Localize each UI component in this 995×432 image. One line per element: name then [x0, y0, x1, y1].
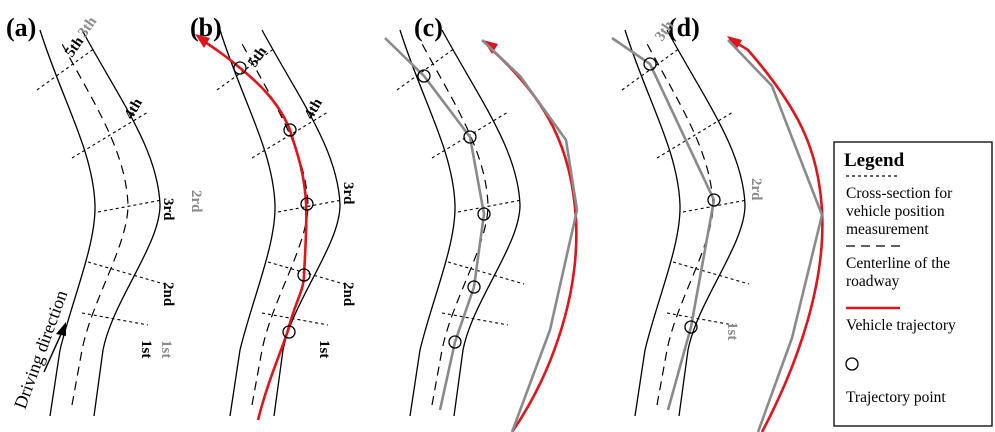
section-label-2nd: 2nd	[160, 282, 176, 307]
section-label-1st: 1st	[316, 340, 332, 358]
measured-trajectory-polyline	[384, 37, 486, 411]
legend-item-vehicle-trajectory: Vehicle trajectory	[846, 317, 956, 334]
trajectory-point	[417, 69, 431, 83]
driving-direction-arrow-icon	[56, 322, 66, 336]
section-label-3rd: 3rd	[340, 182, 356, 205]
section-label-1st: 1st	[724, 322, 740, 340]
trajectory-arrowhead-icon	[727, 36, 742, 50]
trajectory-point	[282, 325, 296, 339]
legend-item-centerline-line2: roadway	[846, 273, 900, 290]
trajectory-point	[300, 197, 314, 211]
driving-direction-label: Driving direction	[10, 288, 71, 412]
section-label-1st: 1st	[138, 340, 154, 358]
legend-item-cross-section-line2: vehicle position	[846, 203, 945, 220]
trajectory-point	[448, 335, 462, 349]
section-label-2nd: 2nd	[340, 282, 356, 307]
legend-item-cross-section-line1: Cross-section for	[846, 185, 953, 202]
approximate-trajectory-polyline	[727, 39, 824, 432]
trajectory-point	[297, 268, 311, 282]
cross-sections	[396, 47, 525, 326]
trajectory-point	[233, 61, 247, 75]
cross-sections	[216, 47, 345, 326]
trajectory-points	[417, 69, 491, 349]
legend-item-trajectory-point: Trajectory point	[846, 389, 946, 406]
trajectory-points	[643, 57, 721, 334]
legend-item-centerline-line1: Centerline of the	[846, 255, 950, 272]
cross-sections	[621, 47, 750, 326]
legend-title: Legend	[844, 150, 905, 171]
section-label-3th: 3th	[75, 14, 100, 41]
approximate-trajectory-polyline	[481, 39, 579, 432]
driving-direction-arrow-shaft	[43, 331, 63, 373]
trajectory-point	[477, 207, 491, 221]
panel-b: (b) 1st 2nd 3rd 4th 5th	[190, 13, 356, 421]
panel-a-label: (a)	[6, 13, 36, 42]
legend-item-cross-section-line3: measurement	[846, 221, 929, 238]
trajectory-point	[283, 123, 297, 137]
trajectory-points	[233, 61, 314, 339]
legend: Legend Cross-section for vehicle positio…	[833, 141, 993, 427]
measured-trajectory-polyline	[611, 36, 716, 411]
section-label-4th: 4th	[302, 95, 327, 122]
section-label-2rd: 2rd	[188, 190, 204, 213]
trajectory-point	[707, 193, 721, 207]
panel-c-label: (c)	[414, 13, 443, 42]
trajectory-point	[684, 320, 698, 334]
panel-d: (d) 1st 2rd 3th	[611, 13, 824, 432]
section-label-2rd: 2rd	[748, 178, 764, 201]
section-label-1st-gray: 1st	[158, 340, 174, 358]
panel-d-label: (d)	[668, 13, 700, 42]
trajectory-point	[643, 57, 657, 71]
vehicle-trajectory	[201, 38, 308, 421]
legend-box	[833, 141, 993, 427]
section-label-5th: 5th	[245, 44, 270, 71]
trajectory-arrowhead-icon	[195, 34, 210, 48]
trajectory-point	[463, 130, 477, 144]
section-label-4th: 4th	[122, 95, 147, 122]
section-label-3rd: 3rd	[160, 198, 176, 221]
cross-sections	[36, 47, 165, 326]
panel-a: (a) 1st 2nd 3rd 4th 5th 3th 1st 2rd Driv…	[6, 13, 204, 417]
trajectory-point	[467, 280, 481, 294]
legend-symbol-circle-icon	[845, 357, 859, 371]
vehicle-trajectory	[733, 40, 824, 432]
panel-c: (c)	[384, 13, 579, 432]
